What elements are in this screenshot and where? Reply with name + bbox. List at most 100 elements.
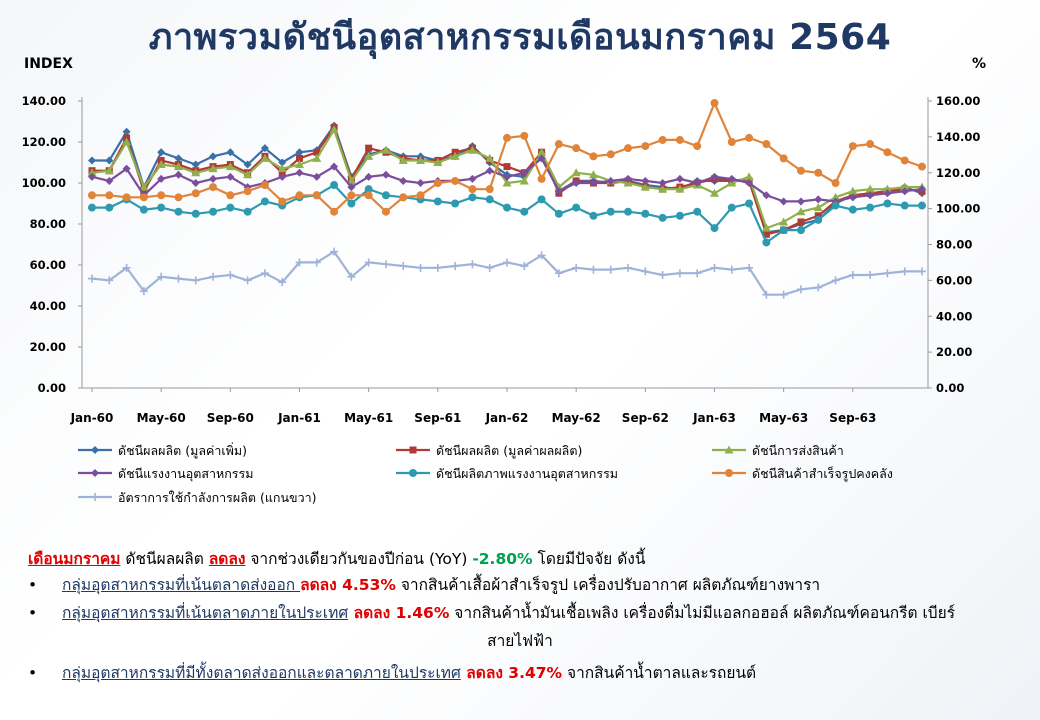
x-tick-label: Sep-63 [829,411,876,425]
series-5-point [433,179,442,187]
series-6-point [278,278,287,287]
series-6-point [779,290,788,299]
bullet-domestic-continued: สายไฟฟ้า [487,632,553,650]
series-3-point [347,183,356,192]
legend-label: ดัชนีผลผลิต (มูลค่าผลผลิต) [436,443,582,459]
series-3-point [814,195,823,204]
series-4-point [589,211,598,220]
series-2-point [519,176,529,185]
series-6-point [139,287,148,296]
right-tick-label: 20.00 [936,345,972,359]
series-4-point [209,207,218,216]
series-5-point [831,179,840,187]
series-5-point [157,191,166,200]
legend-label: ดัชนีการส่งสินค้า [752,443,844,458]
series-5-point [295,191,304,200]
x-tick-label: Sep-60 [207,411,254,425]
series-5-point [364,191,373,200]
series-4-point [226,203,235,212]
series-0-point [260,144,269,153]
series-6-point [174,274,183,283]
series-5-point [537,174,546,183]
series-5-point [243,187,252,196]
series-5-point [727,138,736,146]
left-tick-label: 80.00 [30,217,66,231]
bullet-detail: จากสินค้าน้ำตาลและรถยนต์ [562,664,757,682]
bullet-mixed: • กลุ่มอุตสาหกรรมที่มีทั้งตลาดส่งออกและตล… [28,660,756,685]
series-3-point [779,197,788,206]
series-4-point [537,195,546,204]
series-4-point [330,181,339,190]
series-6-point [381,260,390,269]
series-3-point [745,179,754,187]
bullet-group: กลุ่มอุตสาหกรรมที่เน้นตลาดภายในประเทศ [62,604,349,622]
series-5-point [641,142,650,151]
series-6-point [88,274,96,283]
series-1-point [797,218,805,226]
series-5-point [675,135,684,144]
series-3-point [883,189,892,198]
left-tick-label: 0.00 [38,381,66,395]
series-3-point [312,172,321,181]
bullet-export: • กลุ่มอุตสาหกรรมที่เน้นตลาดส่งออก ลดลง 4… [28,572,820,597]
right-tick-label: 60.00 [936,273,972,287]
legend-marker [91,493,99,501]
bullet-detail: จากสินค้าน้ำมันเชื้อเพลิง เครื่องดื่มไม่… [449,604,956,622]
series-2-point [658,184,668,193]
series-6-point [745,263,754,272]
series-1-point [278,169,286,177]
series-2-point [779,217,789,226]
series-6-point [710,263,719,272]
series-6-point [503,258,511,267]
left-tick-label: 40.00 [30,299,66,313]
series-2-point [329,125,339,134]
series-6-point [866,270,875,279]
series-5-point [762,140,771,149]
series-5-point [606,150,615,159]
series-3-point [88,172,96,181]
left-tick-label: 140.00 [22,94,66,108]
legend-marker [724,445,734,454]
series-5-point [485,185,494,194]
series-4-point [866,203,875,212]
x-tick-label: May-61 [344,411,393,425]
series-2-point [485,153,495,162]
series-6-point [762,290,771,299]
series-6-point [554,269,563,278]
x-tick-label: May-60 [137,411,186,425]
series-5-point [520,131,529,140]
series-5-point [330,207,339,216]
series-6-point [105,276,114,285]
series-6-point [675,269,684,278]
x-tick-label: Jan-63 [692,411,736,425]
series-2-point [537,147,547,156]
series-4-point [658,213,667,222]
legend-marker [91,446,99,454]
series-3-point [848,193,857,202]
x-tick-label: May-62 [552,411,601,425]
series-3-point [226,172,235,181]
series-5-point [174,193,183,202]
series-1-point [313,148,321,156]
series-6-point [243,276,252,285]
headline-direction: ลดลง [208,550,246,568]
series-5-point [381,207,390,216]
bullet-change: ลดลง 3.47% [460,664,563,682]
series-0-point [226,148,235,157]
series-5-point [796,166,805,175]
series-3-point [105,176,114,185]
series-3-point [122,164,131,173]
series-3-point [157,174,166,183]
series-2-point [882,184,892,193]
legend-marker [91,469,99,477]
series-0-point [122,127,131,136]
series-2-point [208,164,218,173]
series-5-point [139,193,148,202]
series-6-point [191,276,200,285]
series-5-point [312,191,321,200]
series-6-point [572,263,581,272]
series-3-point [675,174,684,183]
series-2-point [900,182,910,191]
series-6-point [433,263,442,272]
series-2-point [312,153,322,162]
